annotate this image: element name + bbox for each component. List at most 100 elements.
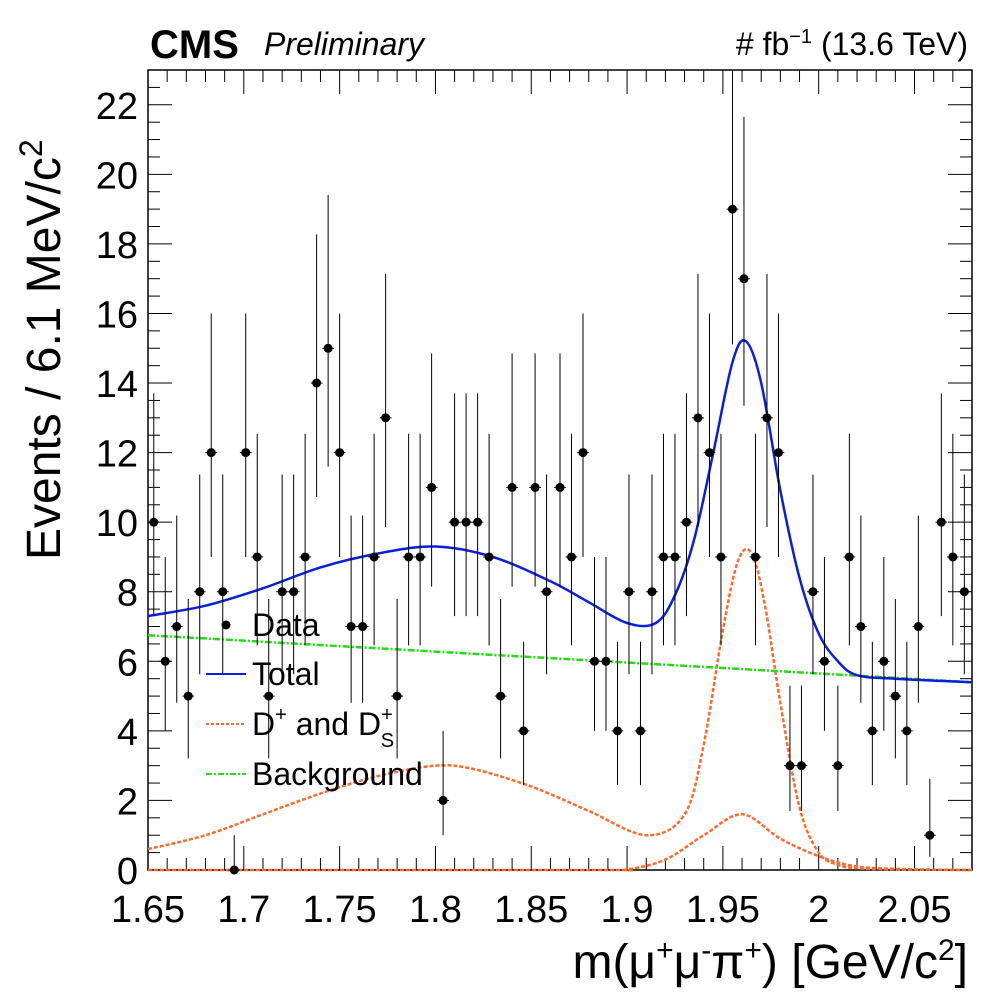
y-axis-title: Events / 6.1 MeV/c2	[13, 139, 71, 560]
signal-tail-curve	[147, 813, 973, 872]
x-tick-label: 1.7	[217, 889, 270, 931]
data-point	[391, 598, 403, 759]
legend-entry-signal: D+ and D+ S	[206, 704, 394, 752]
data-marker	[902, 726, 912, 736]
x-tick-label: 2.05	[878, 889, 952, 931]
data-point	[529, 353, 541, 587]
data-marker	[856, 622, 866, 632]
y-tick-label: 8	[117, 573, 138, 615]
data-marker	[289, 587, 299, 597]
data-marker	[450, 517, 460, 527]
data-marker	[519, 726, 529, 736]
data-marker	[750, 552, 760, 562]
x-tick-label: 2	[808, 889, 829, 931]
data-points	[147, 70, 971, 875]
y-tick-label: 10	[96, 503, 138, 545]
signal-curve	[147, 547, 973, 872]
data-point	[577, 313, 589, 557]
data-point	[692, 273, 704, 528]
data-marker	[578, 448, 588, 458]
data-marker	[601, 656, 611, 666]
data-marker	[647, 587, 657, 597]
x-tick-label: 1.65	[111, 889, 185, 931]
data-marker	[716, 552, 726, 562]
data-marker	[844, 552, 854, 562]
data-marker	[415, 552, 425, 562]
data-marker	[867, 726, 877, 736]
data-point	[356, 515, 369, 703]
data-marker	[381, 413, 391, 423]
data-marker	[936, 517, 946, 527]
data-marker	[566, 552, 576, 562]
data-point	[866, 641, 879, 786]
y-tick-label: 0	[117, 851, 138, 893]
y-tick-label: 14	[96, 364, 138, 406]
y-tick-label: 16	[96, 294, 138, 336]
x-tick-label: 1.95	[686, 889, 760, 931]
data-marker	[681, 517, 691, 527]
data-point	[506, 353, 518, 587]
data-point	[159, 556, 172, 731]
data-marker	[704, 448, 714, 458]
legend-label-signal: D+ and D+ S	[252, 704, 394, 752]
data-marker	[819, 656, 829, 666]
data-marker	[346, 622, 356, 632]
data-marker	[879, 656, 889, 666]
legend-label-background: Background	[252, 756, 423, 792]
data-point	[669, 433, 681, 646]
data-marker	[183, 691, 193, 701]
data-point	[646, 474, 658, 675]
legend-entry-total: Total	[206, 656, 320, 692]
data-point	[600, 556, 612, 731]
data-marker	[670, 552, 680, 562]
data-marker	[206, 448, 216, 458]
data-point	[517, 641, 530, 786]
data-point	[333, 313, 346, 557]
data-point	[843, 433, 856, 646]
legend-entry-background: Background	[206, 756, 423, 792]
data-marker	[229, 865, 239, 875]
data-marker	[369, 552, 379, 562]
data-point	[483, 433, 495, 646]
y-tick-label: 22	[96, 86, 138, 128]
data-point	[761, 273, 773, 528]
data-point	[772, 313, 785, 557]
data-marker	[773, 448, 783, 458]
data-point	[807, 474, 819, 675]
data-point	[414, 433, 426, 646]
data-marker	[658, 552, 668, 562]
data-point	[912, 515, 925, 703]
data-marker	[635, 726, 645, 736]
status-label: Preliminary	[264, 26, 426, 62]
data-marker	[727, 204, 737, 214]
data-marker	[693, 413, 703, 423]
data-point	[946, 433, 959, 646]
x-tick-label: 1.85	[494, 889, 568, 931]
data-point	[262, 598, 275, 759]
data-marker	[762, 413, 772, 423]
data-point	[251, 433, 264, 646]
experiment-label: CMS	[150, 23, 239, 67]
legend-label-data: Data	[252, 607, 320, 643]
data-marker	[392, 691, 402, 701]
data-marker	[252, 552, 262, 562]
legend: Data Total D+ and D+ S Background	[206, 607, 423, 792]
data-marker	[612, 726, 622, 736]
data-marker	[277, 587, 287, 597]
data-point	[345, 515, 357, 703]
data-point	[368, 433, 380, 646]
background-curve	[147, 633, 973, 684]
x-tick-label: 1.75	[303, 889, 377, 931]
data-point	[287, 474, 300, 675]
data-point	[703, 313, 716, 557]
data-marker	[959, 587, 969, 597]
data-marker	[218, 587, 228, 597]
data-point	[276, 474, 288, 675]
data-point	[878, 556, 890, 731]
data-point	[889, 598, 902, 759]
data-marker	[149, 517, 159, 527]
data-point	[832, 685, 844, 811]
data-point	[657, 433, 670, 646]
y-tick-label: 18	[96, 225, 138, 267]
data-point	[554, 353, 566, 587]
